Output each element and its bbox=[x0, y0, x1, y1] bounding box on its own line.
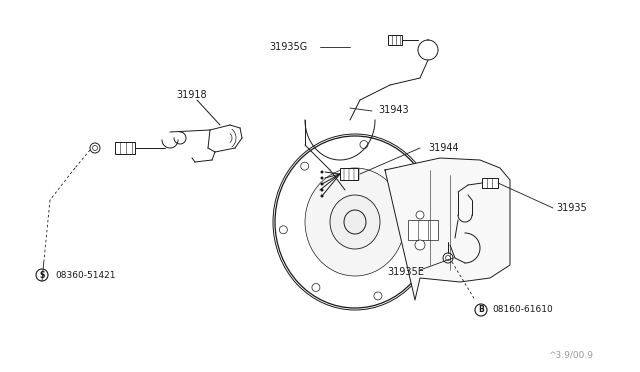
Circle shape bbox=[301, 162, 308, 170]
Circle shape bbox=[321, 195, 323, 198]
Text: 31918: 31918 bbox=[177, 90, 207, 100]
Ellipse shape bbox=[344, 210, 366, 234]
Text: 31935: 31935 bbox=[556, 203, 587, 213]
Circle shape bbox=[419, 245, 427, 253]
Text: 08360-51421: 08360-51421 bbox=[55, 270, 115, 279]
Circle shape bbox=[90, 143, 100, 153]
Text: 31935E: 31935E bbox=[387, 267, 424, 277]
Circle shape bbox=[360, 141, 368, 148]
Ellipse shape bbox=[275, 136, 435, 308]
Bar bbox=[482, 178, 498, 188]
Circle shape bbox=[279, 226, 287, 234]
Circle shape bbox=[415, 240, 425, 250]
Ellipse shape bbox=[273, 134, 437, 310]
Ellipse shape bbox=[305, 168, 405, 276]
Circle shape bbox=[443, 253, 453, 263]
Bar bbox=[408, 220, 438, 240]
Text: 08160-61610: 08160-61610 bbox=[492, 305, 553, 314]
Text: 31935G: 31935G bbox=[269, 42, 308, 52]
Polygon shape bbox=[385, 158, 510, 300]
Circle shape bbox=[36, 269, 48, 281]
Bar bbox=[388, 35, 402, 45]
Text: ^3.9/00.9: ^3.9/00.9 bbox=[548, 350, 593, 359]
Bar bbox=[115, 142, 135, 154]
Circle shape bbox=[321, 183, 323, 186]
Bar bbox=[340, 168, 358, 180]
Circle shape bbox=[475, 304, 487, 316]
Circle shape bbox=[312, 283, 320, 292]
Ellipse shape bbox=[290, 152, 420, 292]
Circle shape bbox=[321, 176, 323, 180]
Circle shape bbox=[416, 211, 424, 219]
Circle shape bbox=[321, 189, 323, 192]
Circle shape bbox=[412, 177, 420, 185]
Text: 31944: 31944 bbox=[428, 143, 459, 153]
Circle shape bbox=[93, 145, 97, 151]
Text: 31943: 31943 bbox=[378, 105, 408, 115]
Ellipse shape bbox=[330, 195, 380, 249]
Circle shape bbox=[321, 170, 323, 173]
Circle shape bbox=[445, 256, 451, 260]
Text: B: B bbox=[478, 305, 484, 314]
Circle shape bbox=[374, 292, 382, 300]
Text: S: S bbox=[39, 270, 45, 279]
